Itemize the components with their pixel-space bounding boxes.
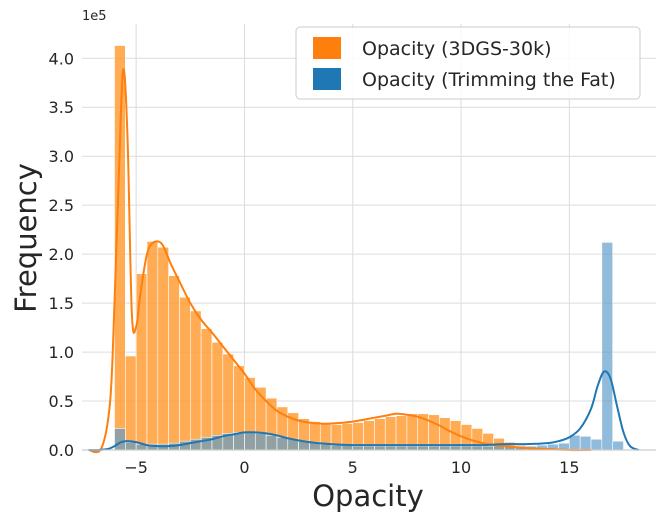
bar-trimming bbox=[254, 433, 267, 451]
y-tick-label: 2.0 bbox=[49, 245, 74, 264]
kde-curves bbox=[88, 68, 640, 454]
x-tick-label: 15 bbox=[559, 458, 579, 477]
y-tick-label: 4.0 bbox=[49, 49, 74, 68]
bar-3dgs bbox=[211, 341, 224, 451]
y-tick-label: 3.0 bbox=[49, 147, 74, 166]
legend-label-trimming: Opacity (Trimming the Fat) bbox=[362, 69, 616, 91]
bar-trimming bbox=[569, 435, 581, 451]
kde-line-3dgs bbox=[88, 68, 592, 454]
y-tick-labels: 0.0 0.5 1.0 1.5 2.0 2.5 3.0 3.5 4.0 bbox=[49, 49, 74, 460]
legend-label-3dgs: Opacity (3DGS-30k) bbox=[362, 38, 551, 60]
x-tick-label: 0 bbox=[239, 458, 249, 477]
y-offset-label: 1e5 bbox=[82, 9, 107, 24]
bar-trimming bbox=[612, 440, 624, 451]
y-tick-label: 1.0 bbox=[49, 343, 74, 362]
legend-swatch-3dgs bbox=[313, 37, 341, 59]
bar-trimming bbox=[276, 436, 289, 451]
histogram-bars bbox=[114, 45, 624, 451]
bar-trimming bbox=[125, 441, 137, 451]
bar-3dgs bbox=[190, 310, 202, 451]
bar-trimming bbox=[601, 242, 613, 451]
bar-trimming bbox=[590, 438, 603, 451]
legend-swatch-trimming bbox=[313, 68, 341, 90]
bar-3dgs bbox=[179, 296, 191, 451]
y-axis-title: Frequency bbox=[9, 163, 43, 313]
x-tick-label: 10 bbox=[451, 458, 471, 477]
bar-3dgs bbox=[135, 273, 148, 451]
bar-trimming bbox=[244, 432, 256, 451]
bar-3dgs bbox=[200, 328, 213, 451]
y-tick-label: 2.5 bbox=[49, 196, 74, 215]
bar-3dgs bbox=[146, 241, 159, 451]
bar-3dgs bbox=[168, 275, 180, 451]
bar-3dgs bbox=[157, 246, 169, 451]
y-tick-label: 3.5 bbox=[49, 98, 74, 117]
bar-trimming bbox=[579, 435, 592, 451]
x-tick-labels: −5 0 5 10 15 bbox=[124, 458, 579, 477]
kde-line-trimming bbox=[88, 370, 640, 452]
bar-3dgs bbox=[125, 355, 137, 451]
y-tick-label: 0.5 bbox=[49, 392, 74, 411]
y-tick-label: 0.0 bbox=[49, 441, 74, 460]
legend-frame bbox=[295, 26, 641, 100]
bar-trimming bbox=[265, 435, 278, 451]
y-tick-label: 1.5 bbox=[49, 294, 74, 313]
bar-trimming bbox=[114, 428, 126, 451]
bar-trimming bbox=[330, 444, 343, 451]
legend: Opacity (3DGS-30k) Opacity (Trimming the… bbox=[295, 26, 641, 100]
x-tick-label: −5 bbox=[124, 458, 148, 477]
x-tick-label: 5 bbox=[348, 458, 358, 477]
x-axis-title: Opacity bbox=[312, 479, 424, 513]
